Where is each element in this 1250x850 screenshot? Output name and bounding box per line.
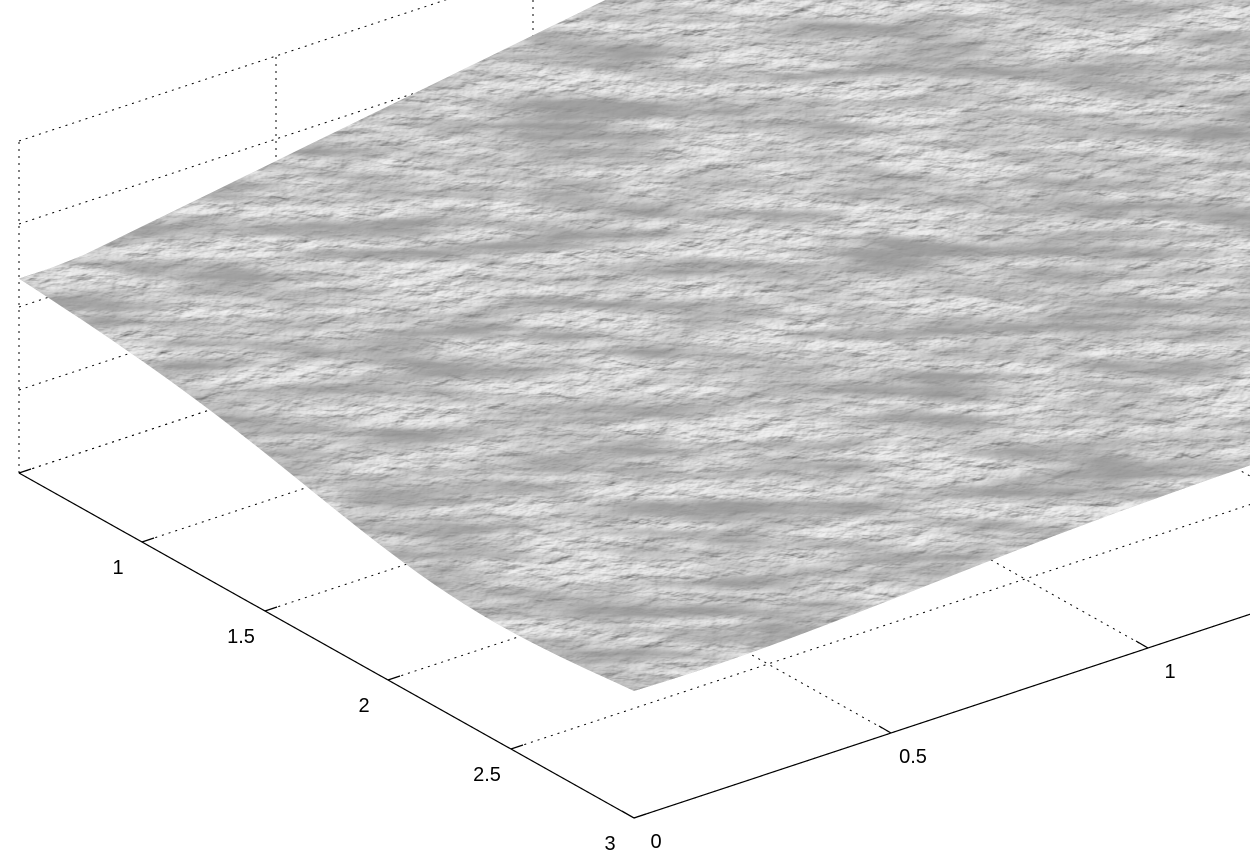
x-tick-mark xyxy=(388,676,400,680)
x-tick-label: 3 xyxy=(604,833,615,850)
y-tick-label: 0 xyxy=(650,831,661,850)
x-tick-mark xyxy=(511,745,523,749)
x-tick-label: 2 xyxy=(358,695,369,717)
x-tick-mark xyxy=(142,538,154,542)
y-tick-mark xyxy=(879,726,891,733)
x-tick-mark xyxy=(19,469,31,473)
x-tick-mark xyxy=(265,607,277,611)
y-tick-label: 0.5 xyxy=(899,746,927,768)
x-tick-label: 1.5 xyxy=(227,626,255,648)
y-tick-mark xyxy=(1136,641,1148,648)
y-tick-mark xyxy=(622,811,634,818)
x-tick-mark xyxy=(634,814,646,818)
x-tick-label: 1 xyxy=(112,557,123,579)
x-tick-label: 2.5 xyxy=(473,764,501,786)
y-tick-label: 1 xyxy=(1164,661,1175,683)
